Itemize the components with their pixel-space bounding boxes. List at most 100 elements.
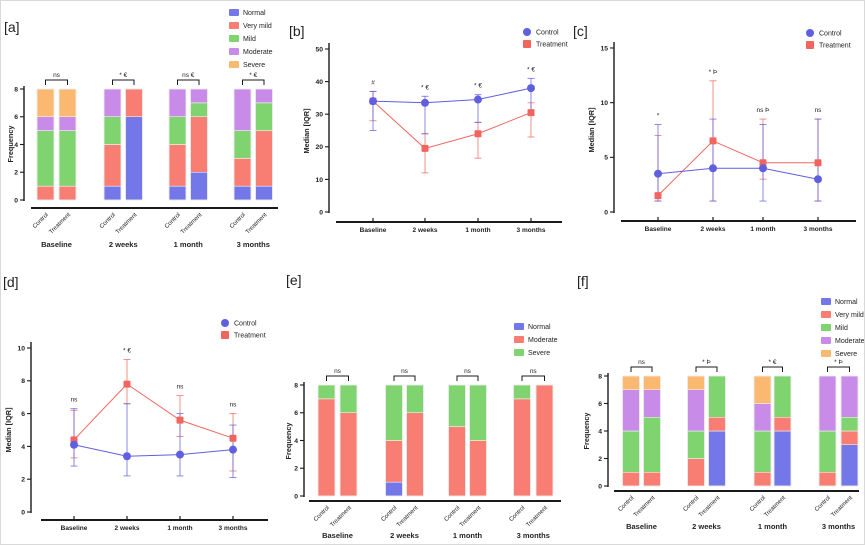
svg-text:2: 2: [294, 466, 298, 473]
panel-a-letter: [a]: [4, 19, 20, 35]
svg-text:Baseline: Baseline: [41, 240, 72, 249]
svg-text:Frequency: Frequency: [582, 412, 591, 450]
svg-text:Moderate: Moderate: [528, 337, 558, 344]
svg-text:Control: Control: [814, 495, 832, 513]
svg-text:#: #: [371, 79, 375, 86]
svg-text:Frequency: Frequency: [6, 125, 15, 163]
svg-text:Mild: Mild: [243, 36, 256, 43]
svg-text:10: 10: [17, 345, 25, 352]
panel-e-letter: [e]: [286, 272, 302, 288]
svg-text:50: 50: [315, 46, 323, 53]
svg-text:2: 2: [21, 477, 25, 484]
svg-text:6: 6: [598, 401, 602, 408]
svg-text:0: 0: [294, 493, 298, 500]
svg-text:Control: Control: [164, 212, 182, 230]
svg-text:10: 10: [600, 100, 608, 107]
svg-text:Moderate: Moderate: [243, 49, 273, 56]
svg-text:15: 15: [600, 45, 608, 52]
svg-text:6: 6: [14, 114, 18, 121]
svg-text:Control: Control: [313, 505, 331, 523]
svg-text:ns: ns: [464, 368, 472, 375]
svg-text:4: 4: [598, 428, 602, 435]
svg-text:Treatment: Treatment: [698, 495, 722, 519]
svg-text:ns: ns: [71, 397, 79, 404]
svg-text:* Þ: * Þ: [702, 359, 711, 366]
svg-text:4: 4: [294, 438, 298, 445]
svg-text:Control: Control: [234, 321, 257, 328]
panel-b: [b] 0 10 20 30 40 50 Median [IQR] Baseline 2 wee…: [286, 1, 571, 271]
svg-text:2 weeks: 2 weeks: [109, 240, 138, 249]
svg-text:0: 0: [598, 483, 602, 490]
svg-text:8: 8: [598, 373, 602, 380]
svg-text:2: 2: [598, 456, 602, 463]
svg-text:Control: Control: [380, 505, 398, 523]
svg-text:Treatment: Treatment: [830, 495, 854, 519]
svg-text:1 month: 1 month: [750, 226, 775, 233]
svg-text:ns: ns: [638, 359, 646, 366]
svg-text:8: 8: [14, 86, 18, 93]
panel-f-chart: 02468FrequencyControlTreatmentnsBaseline…: [582, 298, 864, 531]
svg-text:3 months: 3 months: [517, 531, 550, 540]
panel-b-letter: [b]: [289, 23, 305, 39]
panel-c: [c] 0 5 10 15 Median [IQR] Baseline 2 weeks 1 m…: [571, 1, 864, 271]
svg-text:3 months: 3 months: [219, 525, 248, 532]
svg-text:Treatment: Treatment: [536, 42, 568, 49]
svg-text:3 months: 3 months: [804, 226, 833, 233]
svg-text:ns: ns: [401, 368, 409, 375]
svg-text:Control: Control: [99, 212, 117, 230]
svg-text:Treatment: Treatment: [763, 495, 787, 519]
svg-text:Normal: Normal: [835, 299, 858, 306]
svg-text:Control: Control: [443, 505, 461, 523]
svg-text:20: 20: [315, 144, 323, 151]
svg-text:Control: Control: [536, 30, 559, 37]
svg-text:Control: Control: [617, 495, 635, 513]
svg-text:Treatment: Treatment: [329, 505, 353, 529]
svg-text:Treatment: Treatment: [245, 212, 269, 236]
svg-text:0: 0: [21, 509, 25, 516]
svg-text:6: 6: [294, 410, 298, 417]
svg-text:Treatment: Treatment: [115, 212, 139, 236]
svg-text:* €: * €: [123, 347, 131, 354]
svg-text:Treatment: Treatment: [48, 212, 72, 236]
svg-text:6: 6: [21, 411, 25, 418]
svg-text:Median [IQR]: Median [IQR]: [587, 107, 596, 153]
svg-text:3 months: 3 months: [517, 227, 546, 234]
panel-e: [e] 0 2 4 6 8 Frequency Control Treatment ns Base…: [286, 271, 576, 544]
panel-d-letter: [d]: [3, 274, 19, 290]
svg-text:* €: * €: [474, 83, 482, 90]
panel-f: [f] 0 2 4 6 8 Frequency Control Treatment ns Base…: [576, 271, 864, 544]
svg-text:2 weeks: 2 weeks: [413, 227, 438, 234]
svg-text:ns: ns: [53, 72, 61, 79]
svg-text:3 months: 3 months: [237, 240, 270, 249]
svg-text:*: *: [657, 113, 660, 120]
svg-text:2 weeks: 2 weeks: [115, 525, 140, 532]
svg-text:Treatment: Treatment: [180, 212, 204, 236]
svg-text:Median [IQR]: Median [IQR]: [4, 407, 13, 453]
svg-text:Baseline: Baseline: [626, 522, 657, 531]
svg-text:* €: * €: [249, 72, 257, 79]
svg-text:Treatment: Treatment: [396, 505, 420, 529]
svg-text:* €: * €: [527, 66, 535, 73]
svg-text:Control: Control: [229, 212, 247, 230]
panel-c-letter: [c]: [573, 23, 588, 39]
panel-c-chart: 0 5 10 15 Median [IQR] Baseline 2 weeks 1 month…: [587, 29, 856, 233]
svg-text:10: 10: [315, 177, 323, 184]
panel-b-chart: 0 10 20 30 40 50 Median [IQR] Baseline 2 weeks 1 …: [302, 28, 568, 234]
svg-text:0: 0: [14, 197, 18, 204]
svg-text:Baseline: Baseline: [360, 227, 387, 234]
svg-text:Treatment: Treatment: [234, 333, 266, 340]
panel-a: [a] 0 2 4 6 8 Frequency Control Treatment ns Base…: [1, 1, 286, 271]
svg-text:0: 0: [319, 209, 323, 216]
svg-text:2 weeks: 2 weeks: [692, 522, 721, 531]
svg-text:1 month: 1 month: [167, 525, 192, 532]
svg-text:ns €: ns €: [182, 72, 195, 79]
svg-text:Treatment: Treatment: [459, 505, 483, 529]
svg-text:Normal: Normal: [243, 10, 266, 17]
svg-text:Severe: Severe: [243, 62, 265, 69]
svg-text:ns: ns: [230, 402, 238, 409]
svg-text:Treatment: Treatment: [525, 505, 549, 529]
svg-text:40: 40: [315, 79, 323, 86]
svg-text:1 month: 1 month: [465, 227, 490, 234]
panel-f-letter: [f]: [577, 273, 589, 289]
